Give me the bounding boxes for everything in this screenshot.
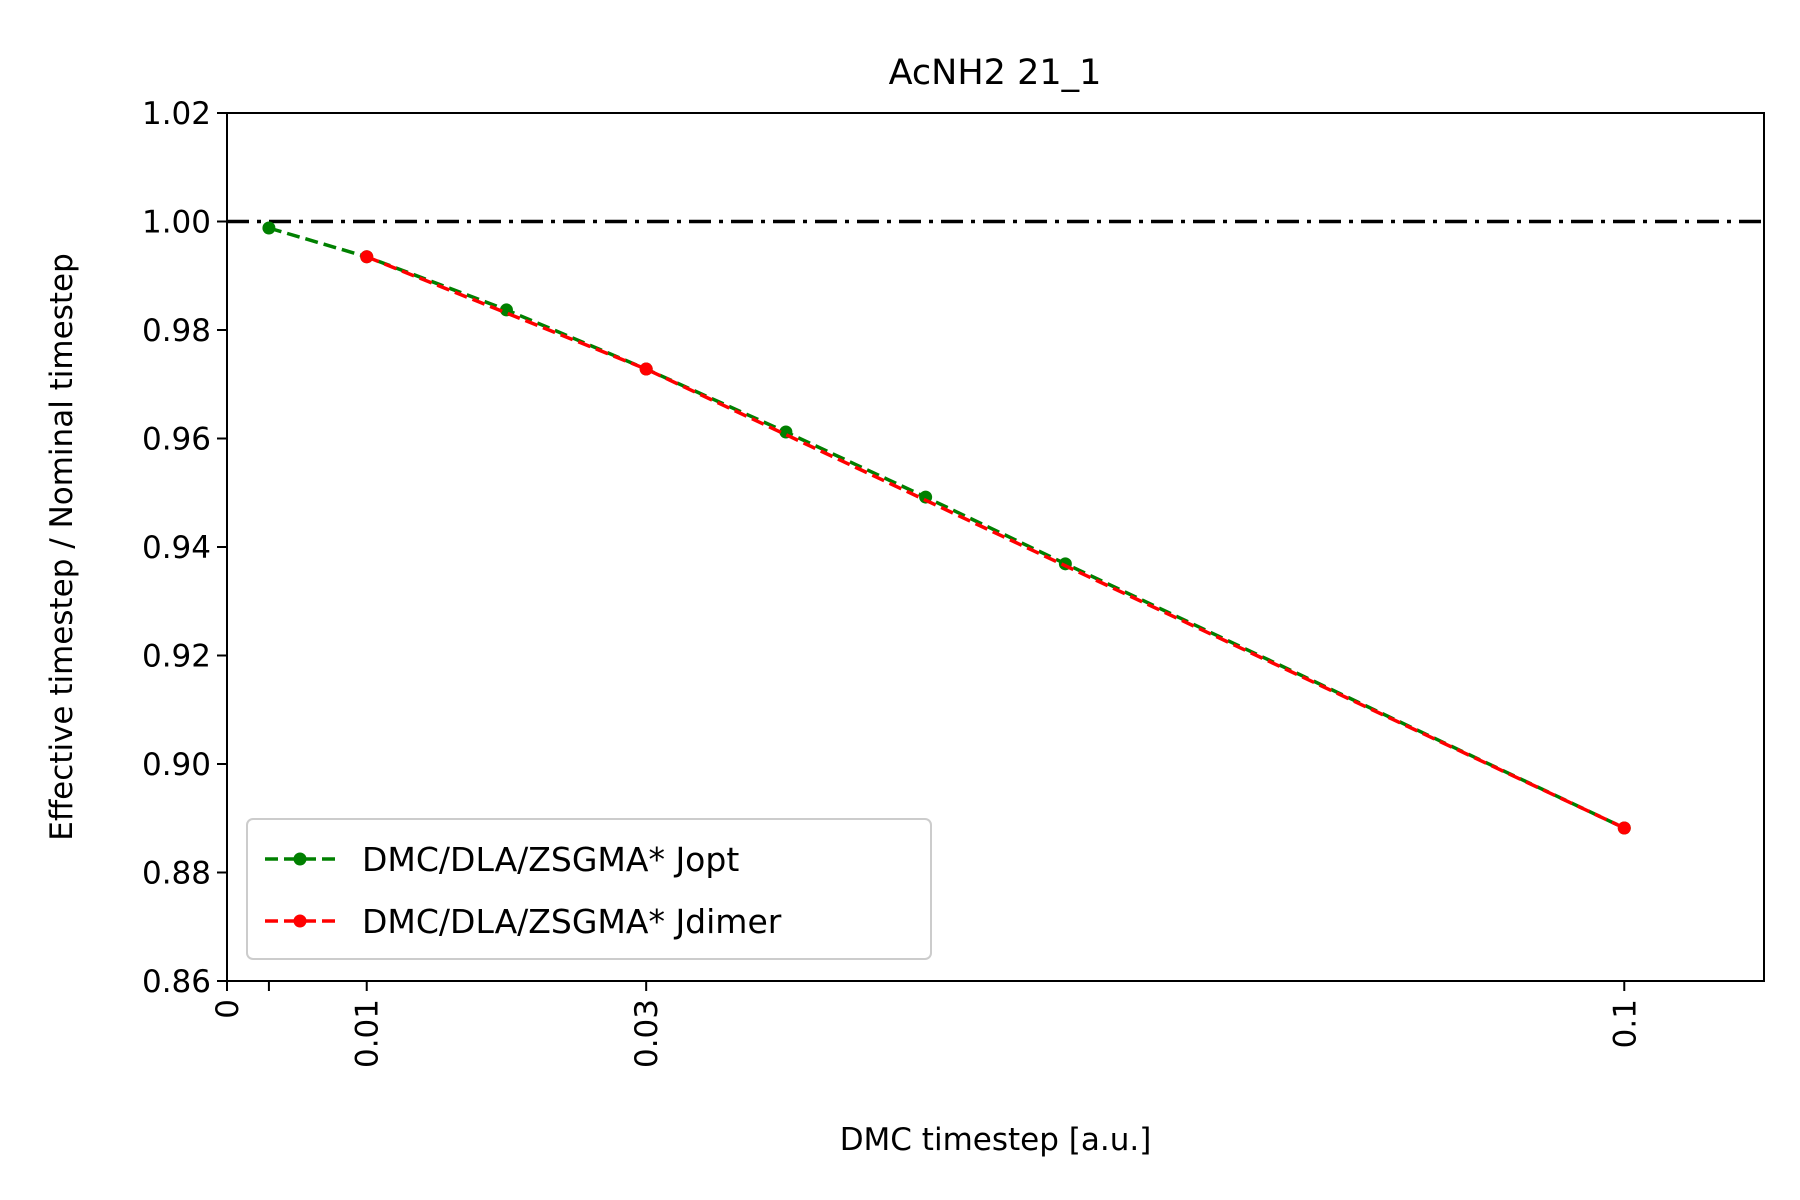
y-tick-label: 0.96 [142,422,211,458]
series-line-1 [268,226,1626,830]
series-line-2 [366,255,1626,830]
y-tick-label: 1.00 [142,205,211,241]
legend-swatch-marker [293,852,307,866]
y-tick-label: 0.88 [142,856,211,892]
x-tick-label: 0 [210,999,246,1019]
x-tick-label: 0.1 [1607,999,1643,1048]
plot-frame [226,112,1765,982]
series-2-point [639,362,653,376]
y-tick-label: 0.94 [142,530,211,566]
y-tick-label: 0.86 [142,964,211,1000]
y-axis-label: Effective timestep / Nominal timestep [44,253,80,841]
legend: DMC/DLA/ZSGMA* Jopt DMC/DLA/ZSGMA* Jdimer [246,818,932,960]
x-axis-label: DMC timestep [a.u.] [840,1122,1152,1158]
series-2-point [1617,821,1631,835]
x-tick-label: 0.01 [350,999,386,1068]
tick-layer: 0.86 0.88 0.90 0.92 0.94 0.96 0.98 1.00 1.02 0 0.0… [142,96,1643,1068]
y-tick-label: 0.90 [142,747,211,783]
legend-label: DMC/DLA/ZSGMA* Jopt [362,840,739,879]
series-layer [262,221,1631,835]
y-tick-label: 0.92 [142,639,211,675]
x-tick-label: 0.03 [629,999,665,1068]
series-1-point [262,221,276,235]
legend-swatch-marker [293,914,307,928]
legend-box [246,818,932,960]
series-2-point [360,250,374,264]
y-tick-label: 0.98 [142,313,211,349]
y-tick-label: 1.02 [142,96,211,132]
legend-label: DMC/DLA/ZSGMA* Jdimer [362,902,782,941]
chart-title: AcNH2 21_1 [889,53,1102,93]
